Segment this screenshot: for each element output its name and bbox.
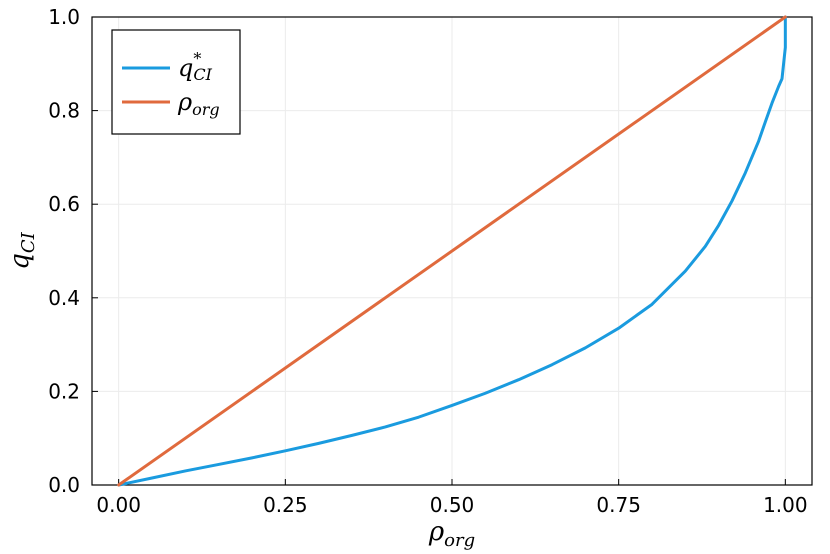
- x-axis-label-base: ρ: [428, 517, 445, 547]
- legend-label-sub: org: [192, 100, 220, 119]
- legend-label-base: ρ: [177, 88, 192, 116]
- legend-label-sup: *: [193, 49, 201, 68]
- x-tick-label: 0.50: [430, 493, 475, 517]
- y-tick-label: 0.4: [48, 286, 80, 310]
- y-tick-label: 0.6: [48, 192, 80, 216]
- series-line-1: [117, 15, 787, 487]
- legend-box: [111, 29, 241, 135]
- x-tick-label: 0.75: [596, 493, 641, 517]
- x-tick-label: 1.00: [763, 493, 808, 517]
- series-line-2: [117, 15, 787, 487]
- legend-label-2: ρorg: [177, 88, 220, 119]
- series-layer: [117, 15, 787, 487]
- legend-label-base: q: [178, 54, 193, 82]
- x-axis-label-sub: org: [444, 530, 475, 551]
- y-axis-label: qCI: [5, 231, 39, 269]
- y-axis-label-base: q: [5, 253, 35, 270]
- legend-label-sub: CI: [193, 65, 212, 84]
- y-tick-label: 0.8: [48, 99, 80, 123]
- x-tick-label: 0.00: [96, 493, 141, 517]
- legend-label-1: q* CI: [178, 49, 213, 84]
- x-tick-label: 0.25: [263, 493, 308, 517]
- y-axis-label-sub: CI: [18, 231, 39, 253]
- ticks: 0.00 0.25 0.50 0.75 1.00 0.0 0.2 0.4 0.6 0.8 1.0: [48, 5, 807, 517]
- y-tick-label: 1.0: [48, 5, 80, 29]
- y-tick-label: 0.0: [48, 473, 80, 497]
- y-tick-label: 0.2: [48, 379, 80, 403]
- x-axis-label: ρorg: [428, 517, 475, 551]
